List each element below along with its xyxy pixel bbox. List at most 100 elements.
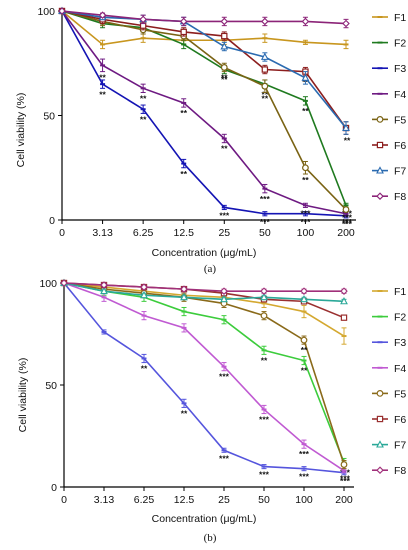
- x-axis-label: Concentration (μg/mL): [152, 513, 257, 525]
- y-tick-label: 100: [37, 6, 55, 18]
- x-axis-label: Concentration (μg/mL): [152, 247, 257, 259]
- series-line: [61, 10, 347, 211]
- significance-label: **: [262, 94, 269, 104]
- series-line: [61, 10, 347, 129]
- data-point: [220, 64, 228, 71]
- significance-label: **: [180, 169, 187, 179]
- legend-item-F1: F1: [372, 286, 406, 298]
- x-tick-label: 6.25: [133, 227, 154, 239]
- legend-label: F3: [394, 337, 406, 349]
- legend-marker: [376, 141, 384, 149]
- data-point: [340, 287, 348, 295]
- significance-label: ***: [299, 472, 310, 482]
- legend-item-F8: F8: [372, 191, 406, 203]
- data-point: [340, 314, 348, 321]
- significance-label: **: [221, 144, 228, 154]
- x-tick-label: 50: [258, 494, 270, 506]
- significance-label: ***: [342, 213, 353, 223]
- significance-label: ***: [219, 453, 230, 463]
- legend-marker: [376, 440, 384, 448]
- significance-label: ***: [340, 474, 351, 484]
- x-tick-label: 3.13: [94, 494, 115, 506]
- data-point: [98, 11, 107, 19]
- legend-label: F7: [394, 440, 406, 452]
- legend-label: F5: [394, 114, 406, 126]
- data-point: [301, 73, 310, 81]
- chart-panel-b: 0 50 100 0 3.13 6.25 12.5 25 50 100 200 Cell viabil…: [17, 278, 406, 544]
- x-tick-label: 200: [335, 494, 353, 506]
- x-tick-label: 12.5: [174, 494, 195, 506]
- panel-label: (a): [204, 263, 217, 275]
- legend-item-F4: F4: [372, 89, 406, 101]
- data-point: [139, 15, 147, 24]
- x-tick-label: 50: [259, 227, 271, 239]
- panel-label: (b): [204, 532, 217, 544]
- legend-item-F4: F4: [372, 363, 406, 375]
- legend: F1 F2 F3 F4 F5 F6 F7 F8: [372, 12, 406, 203]
- data-point: [58, 7, 66, 15]
- series-line: [61, 10, 347, 46]
- series-F4: ************: [61, 282, 351, 484]
- data-point: [342, 19, 350, 28]
- significance-label: ***: [340, 476, 351, 486]
- significance-label: **: [180, 108, 187, 118]
- series-line: [63, 282, 345, 303]
- series-line: [61, 10, 347, 215]
- data-point: [260, 287, 268, 295]
- significance-label: **: [344, 135, 351, 145]
- legend-marker: [376, 466, 384, 474]
- data-point: [300, 336, 308, 344]
- legend-label: F3: [394, 63, 406, 75]
- significance-label: **: [99, 73, 106, 83]
- significance-label: **: [262, 89, 269, 99]
- data-point: [221, 32, 228, 40]
- legend-marker: [376, 115, 384, 123]
- significance-label: **: [141, 364, 148, 374]
- data-point: [261, 17, 269, 26]
- data-point: [220, 42, 229, 50]
- legend-label: F7: [394, 166, 406, 178]
- legend-label: F6: [394, 414, 406, 426]
- data-point: [300, 287, 308, 295]
- x-tick-label: 6.25: [134, 494, 155, 506]
- legend-item-F3: F3: [372, 337, 406, 349]
- legend-marker: [376, 390, 384, 397]
- y-tick-label: 50: [43, 111, 55, 123]
- legend-item-F8: F8: [372, 465, 406, 477]
- legend-item-F2: F2: [372, 312, 406, 324]
- significance-label: **: [181, 408, 188, 418]
- legend-item-F5: F5: [372, 114, 406, 126]
- significance-label: **: [221, 75, 228, 85]
- data-point: [302, 164, 309, 172]
- chart-panel-a: 0 50 100 0 3.13 6.25 12.5 25 50 100 200 Cell viabil…: [15, 6, 406, 275]
- data-point: [261, 66, 269, 73]
- x-tick-label: 100: [297, 227, 315, 239]
- x-tick-label: 100: [295, 494, 313, 506]
- significance-label: ***: [342, 217, 353, 227]
- x-tick-label: 12.5: [173, 227, 194, 239]
- significance-label: ***: [260, 194, 271, 204]
- series-line: [63, 282, 344, 292]
- series-line: [63, 282, 345, 465]
- data-point: [301, 17, 310, 26]
- x-tick-label: 0: [61, 494, 67, 506]
- y-tick-label: 0: [51, 482, 57, 494]
- series-F8: [58, 7, 350, 29]
- series-line: [61, 10, 347, 206]
- significance-label: **: [221, 73, 228, 83]
- series-F4: *****************: [59, 10, 353, 227]
- legend-label: F5: [394, 388, 406, 400]
- data-point: [220, 287, 228, 295]
- data-point: [140, 283, 148, 291]
- significance-label: **: [140, 114, 147, 124]
- data-point: [180, 292, 188, 301]
- y-tick-label: 100: [39, 278, 57, 290]
- significance-label: **: [261, 355, 268, 365]
- data-point: [179, 17, 188, 26]
- x-tick-label: 25: [218, 494, 230, 506]
- significance-label: **: [301, 366, 308, 376]
- significance-label: ***: [219, 372, 230, 382]
- y-axis-label: Cell viability (%): [17, 358, 29, 433]
- legend-item-F5: F5: [372, 388, 406, 400]
